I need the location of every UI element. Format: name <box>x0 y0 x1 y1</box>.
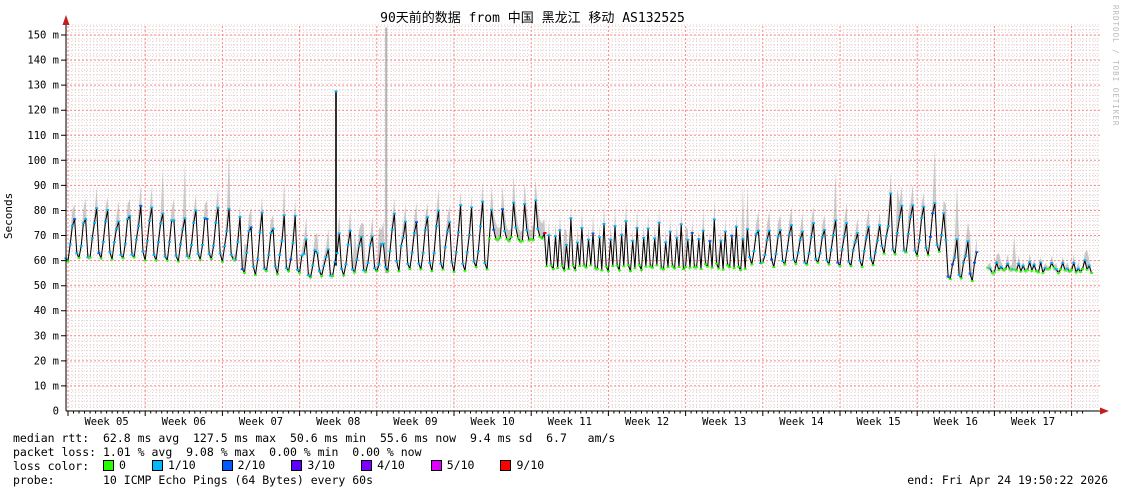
svg-text:90 m: 90 m <box>34 180 59 192</box>
stats-block: median rtt: 62.8 ms avg 127.5 ms max 50.… <box>13 431 615 487</box>
rrdtool-watermark: RRDTOOL / TOBI OETIKER <box>1111 5 1120 127</box>
svg-text:50 m: 50 m <box>34 280 59 292</box>
loss-swatch-icon <box>221 459 233 471</box>
svg-text:80 m: 80 m <box>34 205 59 217</box>
loss-level-9-10: 9/10 <box>500 458 570 472</box>
median-rtt-line: median rtt: 62.8 ms avg 127.5 ms max 50.… <box>13 431 616 445</box>
loss-level-2-10: 2/10 <box>221 458 292 473</box>
svg-text:10 m: 10 m <box>34 380 59 392</box>
svg-text:Week 12: Week 12 <box>625 416 669 428</box>
loss-color-label: loss color: <box>13 459 104 473</box>
svg-text:Week 09: Week 09 <box>393 416 437 428</box>
loss-swatch-icon <box>291 459 303 471</box>
svg-text:Seconds: Seconds <box>2 193 15 239</box>
svg-text:Week 16: Week 16 <box>934 416 978 428</box>
svg-text:0: 0 <box>53 406 59 418</box>
chart-title: 90天前的数据 from 中国 黑龙江 移动 AS132525 <box>380 11 685 26</box>
svg-text:Week 14: Week 14 <box>779 416 823 428</box>
svg-text:130 m: 130 m <box>27 80 59 92</box>
svg-text:110 m: 110 m <box>27 130 59 142</box>
svg-text:Week 07: Week 07 <box>239 416 283 428</box>
svg-text:100 m: 100 m <box>27 155 59 167</box>
loss-level-0: 0 <box>103 458 152 472</box>
svg-text:Week 15: Week 15 <box>856 416 900 428</box>
loss-level-label: 1/10 <box>167 458 196 473</box>
svg-text:Week 11: Week 11 <box>548 416 592 428</box>
probe-line: probe: 10 ICMP Echo Pings (64 Bytes) eve… <box>13 473 374 487</box>
loss-swatch-icon <box>500 459 512 471</box>
loss-level-label: 2/10 <box>237 458 266 473</box>
packet-loss-line: packet loss: 1.01 % avg 9.08 % max 0.00 … <box>13 445 422 459</box>
svg-text:140 m: 140 m <box>27 55 59 67</box>
svg-text:120 m: 120 m <box>27 105 59 117</box>
loss-swatch-icon <box>430 459 442 471</box>
loss-swatch-icon <box>361 459 373 471</box>
svg-text:60 m: 60 m <box>34 255 59 267</box>
loss-swatch-icon <box>151 459 163 471</box>
loss-level-5-10: 5/10 <box>430 458 501 473</box>
svg-text:70 m: 70 m <box>34 230 59 242</box>
latency-chart: 0 10 m 20 m 30 m 40 m 50 m 60 m 70 m 80 m 90 m 100… <box>2 15 1109 428</box>
svg-text:Week 08: Week 08 <box>316 416 360 428</box>
svg-text:Week 10: Week 10 <box>470 416 514 428</box>
svg-text:Week 13: Week 13 <box>702 416 746 428</box>
loss-level-label: 5/10 <box>446 458 475 473</box>
svg-text:20 m: 20 m <box>34 355 59 367</box>
loss-level-3-10: 3/10 <box>291 458 361 472</box>
loss-level-4-10: 4/10 <box>361 458 431 472</box>
loss-level-label: 3/10 <box>307 458 336 473</box>
svg-text:150 m: 150 m <box>27 30 59 42</box>
svg-text:Week 05: Week 05 <box>84 416 128 428</box>
loss-color-legend: loss color: 0 1/10 2/10 3/10 4/10 5/10 9/10 <box>13 458 615 473</box>
loss-level-label: 4/10 <box>377 458 405 473</box>
svg-text:30 m: 30 m <box>34 330 59 342</box>
svg-text:Week 06: Week 06 <box>162 416 206 428</box>
loss-level-1-10: 1/10 <box>151 458 222 473</box>
svg-text:40 m: 40 m <box>34 305 59 317</box>
loss-level-label: 0 <box>119 458 126 473</box>
loss-swatch-icon <box>103 459 115 471</box>
end-time: end: Fri Apr 24 19:50:22 2026 <box>907 473 1108 487</box>
svg-text:Week 17: Week 17 <box>1011 416 1055 428</box>
loss-level-label: 9/10 <box>516 458 545 473</box>
